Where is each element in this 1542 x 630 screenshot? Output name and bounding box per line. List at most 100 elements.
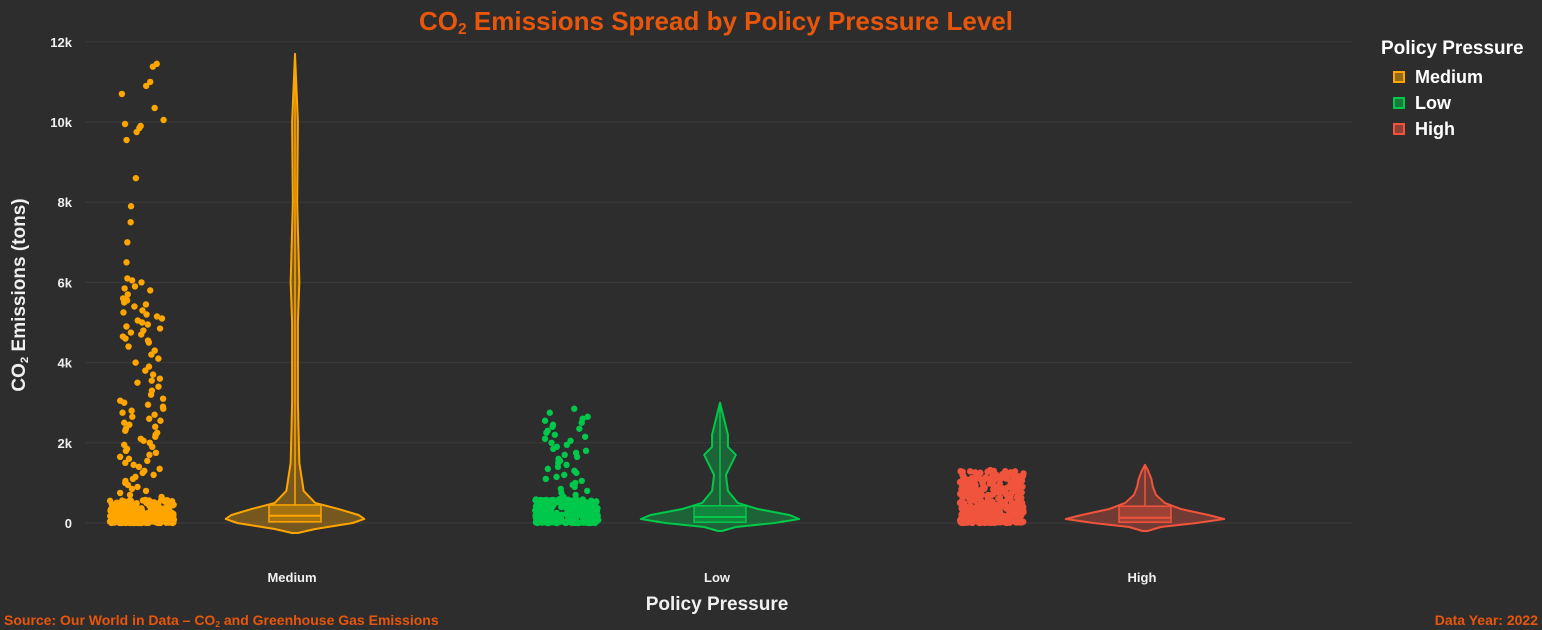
strip-point — [129, 475, 137, 483]
strip-point — [561, 471, 568, 479]
strip-point — [1002, 475, 1010, 482]
strip-point — [156, 465, 163, 473]
strip-point — [977, 489, 985, 497]
strip-point — [121, 120, 129, 128]
strip-point — [568, 507, 575, 514]
strip-point — [576, 425, 583, 432]
strip-point — [142, 367, 149, 374]
strip-point — [966, 468, 974, 475]
strip-point — [144, 457, 151, 465]
strip-point — [958, 518, 966, 526]
strip-point — [979, 478, 986, 485]
legend-item-low[interactable]: Low — [1393, 90, 1524, 116]
strip-point — [985, 512, 993, 520]
strip-point — [131, 303, 138, 310]
strip-point — [573, 469, 580, 477]
strip-point — [977, 469, 984, 476]
legend-label-medium: Medium — [1415, 66, 1484, 87]
strip-point — [990, 467, 998, 475]
strip-point — [131, 283, 139, 290]
strip-point — [120, 299, 128, 306]
strip-point — [549, 518, 556, 525]
strip-point — [149, 63, 157, 70]
strip-point — [591, 510, 598, 517]
strip-point — [169, 501, 177, 509]
strip-point — [1013, 478, 1021, 486]
strip-point — [138, 319, 146, 326]
strip-point — [544, 465, 552, 473]
strip-point — [1015, 494, 1022, 502]
strip-point — [107, 506, 115, 513]
y-tick-label: 6k — [58, 275, 73, 290]
legend-swatch-medium — [1393, 71, 1405, 83]
strip-point — [571, 483, 578, 491]
strip-point — [126, 497, 133, 505]
strip-point — [147, 391, 155, 398]
strip-point — [118, 517, 125, 524]
strip-point — [1018, 477, 1026, 484]
strip-point — [968, 519, 976, 527]
strip-point — [578, 419, 585, 426]
strip-point — [121, 285, 128, 292]
strip-point — [581, 519, 588, 526]
strip-point — [122, 459, 129, 467]
strip-point — [984, 468, 991, 475]
strip-point — [135, 463, 143, 471]
strip-point — [959, 478, 967, 485]
strip-point — [584, 413, 591, 420]
strip-point — [128, 485, 136, 493]
strip-point — [963, 490, 971, 497]
y-axis-ticks: 0 2k 4k 6k 8k 10k 12k — [50, 35, 72, 531]
strip-point — [121, 419, 128, 426]
x-tick-label: High — [1128, 570, 1157, 585]
strip-point — [132, 508, 139, 515]
strip-point — [551, 431, 559, 438]
strip-point — [997, 475, 1004, 483]
strip-point — [544, 502, 551, 509]
strip-point — [126, 491, 134, 499]
strip-point — [959, 468, 966, 476]
strip-point — [123, 136, 130, 144]
strip-point — [134, 483, 141, 491]
y-tick-label: 12k — [50, 35, 72, 50]
strip-point — [107, 512, 114, 520]
strip-point — [534, 519, 541, 527]
strip-point — [1018, 512, 1025, 519]
strip-point — [162, 504, 169, 512]
strip-point — [1004, 495, 1012, 502]
strip-point — [996, 493, 1004, 501]
strip-point — [123, 259, 130, 266]
strip-point — [574, 508, 581, 516]
strip-point — [543, 429, 550, 436]
strip-point — [119, 409, 126, 416]
box-iqr — [1118, 505, 1172, 523]
strip-point — [116, 453, 124, 461]
strip-point — [537, 505, 544, 513]
strip-point — [548, 439, 555, 446]
legend-item-high[interactable]: High — [1393, 116, 1524, 142]
strip-point — [988, 519, 995, 526]
box-iqr — [693, 505, 747, 523]
strip-point — [151, 411, 158, 418]
strip-point — [156, 325, 164, 332]
y-tick-label: 0 — [65, 516, 72, 531]
strip-point — [557, 495, 564, 503]
strip-point — [124, 481, 132, 489]
strip-point — [149, 371, 157, 378]
strip-point — [132, 359, 139, 366]
legend-title: Policy Pressure — [1381, 38, 1524, 59]
strip-point — [588, 519, 595, 526]
strip-point — [128, 277, 136, 284]
strip-point — [975, 518, 983, 526]
legend-item-medium[interactable]: Medium — [1393, 64, 1524, 90]
strip-point — [142, 519, 150, 527]
strip-point — [963, 482, 971, 489]
legend-swatch-low — [1393, 97, 1405, 109]
legend-swatch-high — [1393, 123, 1405, 135]
strip-point — [122, 447, 130, 455]
strip-point — [584, 506, 591, 513]
y-tick-label: 2k — [58, 436, 73, 451]
y-tick-label: 10k — [50, 115, 72, 130]
strip-point — [167, 511, 174, 518]
